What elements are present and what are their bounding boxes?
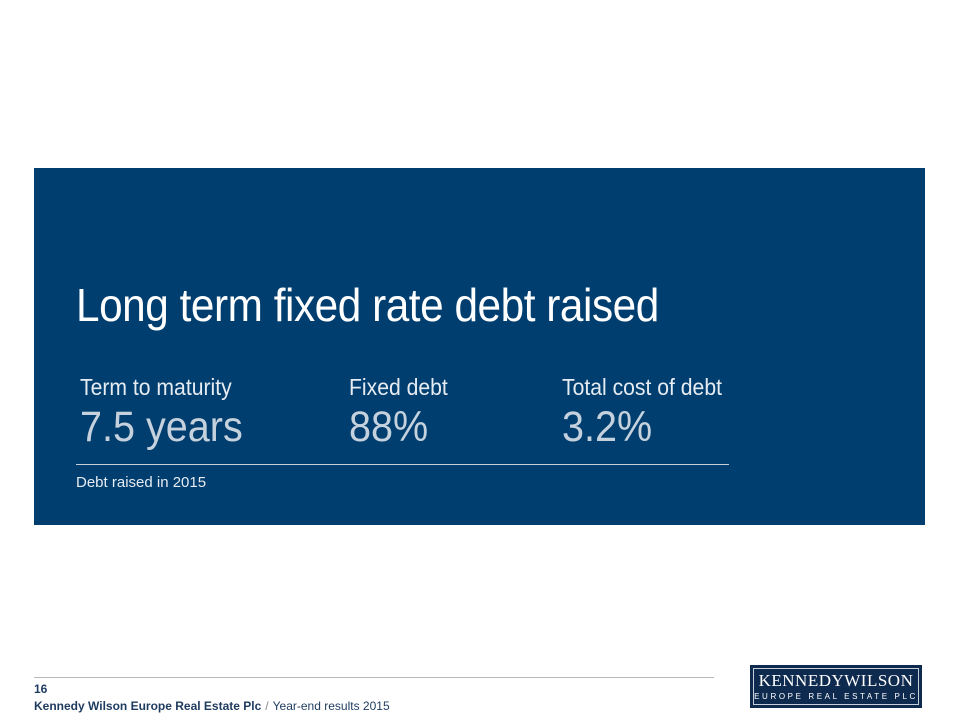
stat-label: Term to maturity xyxy=(80,374,232,400)
separator: / xyxy=(265,699,269,713)
stat: Total cost of debt 3.2% xyxy=(562,374,736,452)
slide-title: Long term fixed rate debt raised xyxy=(76,279,659,331)
stat-label: Fixed debt xyxy=(349,374,448,400)
stat: Fixed debt 88% xyxy=(349,374,456,452)
stat: Term to maturity 7.5 years xyxy=(80,374,257,452)
panel: Long term fixed rate debt raised Term to… xyxy=(34,168,925,525)
note: Debt raised in 2015 xyxy=(76,474,207,491)
divider xyxy=(76,464,729,465)
stat-label: Total cost of debt xyxy=(562,374,722,400)
report: Year-end results 2015 xyxy=(272,699,390,713)
stat-value: 7.5 years xyxy=(80,403,243,451)
logo-tagline: EUROPE REAL ESTATE PLC xyxy=(754,692,918,701)
footer-rule xyxy=(34,677,714,678)
logo-name-first: Kennedy xyxy=(758,671,845,690)
footer-text: Kennedy Wilson Europe Real Estate Plc / Ye… xyxy=(34,699,390,713)
page-number: 16 xyxy=(34,682,48,696)
logo-name-second: Wilson xyxy=(844,671,914,690)
stat-value: 3.2% xyxy=(562,403,653,451)
company: Kennedy Wilson Europe Real Estate Plc xyxy=(34,699,262,713)
stat-value: 88% xyxy=(349,403,429,451)
